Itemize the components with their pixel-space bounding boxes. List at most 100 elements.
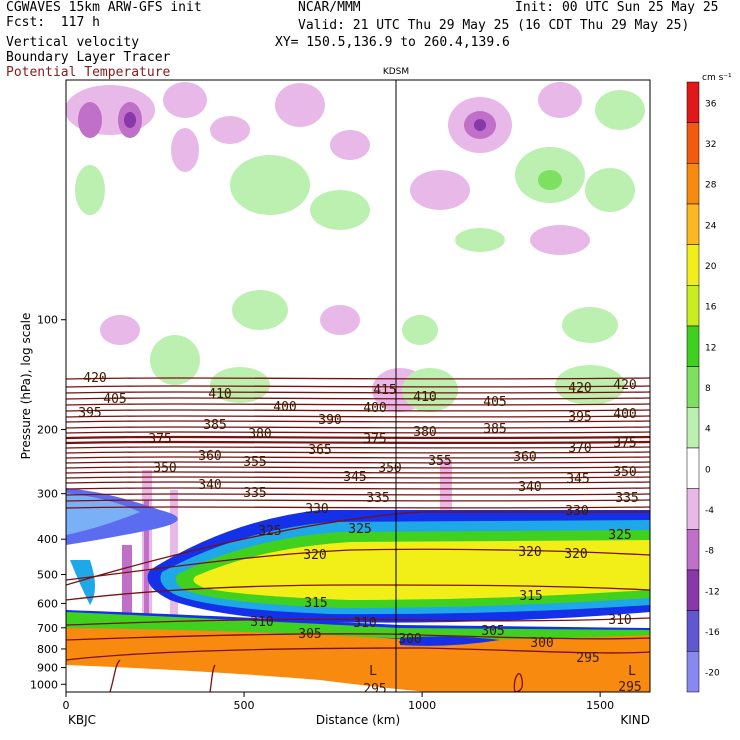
theta-label: 375	[613, 436, 636, 451]
theta-label: 415	[373, 383, 396, 398]
colorbar-swatch	[686, 651, 700, 693]
theta-contour-line	[66, 435, 650, 440]
field-potential-temperature: Potential Temperature	[6, 65, 171, 80]
y-axis-title: Pressure (hPa), log scale	[19, 313, 33, 460]
y-tick-label-900: 900	[37, 662, 58, 675]
colorbar-label: 12	[705, 343, 716, 353]
theta-contour-line	[66, 431, 650, 434]
theta-label: 420	[568, 381, 591, 396]
theta-label: 335	[366, 491, 389, 506]
theta-label: 380	[248, 427, 271, 442]
y-tick-label-200: 200	[37, 423, 58, 436]
theta-label: 385	[483, 422, 506, 437]
org-label: NCAR/MMM	[298, 0, 361, 15]
x-tick-label-1000: 1000	[408, 699, 436, 712]
theta-contour-line	[109, 659, 121, 692]
theta-label: 320	[303, 548, 326, 563]
theta-label: 385	[203, 418, 226, 433]
colorbar-swatch	[686, 407, 700, 449]
x-axis-title: Distance (km)	[316, 713, 400, 727]
theta-label: 375	[148, 432, 171, 447]
colorbar-swatch	[686, 163, 700, 205]
theta-label: 400	[613, 407, 636, 422]
colorbar-label: 0	[705, 465, 711, 475]
theta-label: 370	[568, 441, 591, 456]
theta-label: 300	[530, 636, 553, 651]
field-vertical-velocity: Vertical velocity	[6, 35, 140, 50]
theta-contour-line	[209, 664, 216, 692]
colorbar-label: -8	[705, 547, 714, 557]
y-tick-label-400: 400	[37, 533, 58, 546]
field-boundary-tracer: Boundary Layer Tracer	[6, 50, 171, 65]
colorbar-label: -12	[705, 587, 720, 597]
theta-label: 390	[318, 413, 341, 428]
theta-contour-line	[66, 481, 650, 484]
theta-contour-line	[66, 548, 650, 581]
colorbar-label: 36	[705, 99, 717, 109]
theta-label: 330	[565, 504, 588, 519]
theta-label: 340	[518, 480, 541, 495]
x-tick-label-500: 500	[234, 699, 255, 712]
theta-contour-line	[66, 471, 650, 474]
x-right-label: KIND	[620, 713, 650, 727]
theta-contour-line	[66, 451, 650, 454]
y-tick-label-1000: 1000	[30, 678, 58, 691]
theta-label: 345	[343, 470, 366, 485]
theta-label: 400	[363, 401, 386, 416]
theta-label: 410	[413, 390, 436, 405]
theta-label: 310	[353, 616, 376, 631]
theta-label: 315	[304, 596, 327, 611]
theta-label: 405	[483, 395, 506, 410]
theta-label: 335	[615, 491, 638, 506]
theta-label: 355	[243, 455, 266, 470]
theta-contour-line	[66, 426, 650, 429]
colorbar-unit: cm s⁻¹	[702, 73, 732, 83]
theta-contour-line	[66, 403, 650, 406]
theta-label: 310	[608, 613, 631, 628]
theta-contour-line	[66, 446, 650, 449]
colorbar-swatch	[686, 81, 700, 123]
valid-time: Valid: 21 UTC Thu 29 May 25 (16 CDT Thu …	[298, 18, 690, 33]
y-tick-label-100: 100	[37, 314, 58, 327]
y-tick-label-300: 300	[37, 488, 58, 501]
theta-contour-line	[66, 487, 650, 490]
x-axis: 0 500 1000 1500	[63, 692, 614, 712]
xy-range: XY= 150.5,136.9 to 260.4,139.6	[275, 35, 510, 50]
x-tick-label-0: 0	[63, 699, 70, 712]
theta-contour-line	[66, 397, 650, 400]
theta-label: 340	[198, 478, 221, 493]
theta-label: 300	[398, 632, 421, 647]
colorbar-swatch	[686, 285, 700, 327]
theta-label: 295	[576, 651, 599, 666]
colorbar-swatch	[686, 203, 700, 245]
colorbar-label: 8	[705, 384, 711, 394]
theta-contour-line	[66, 415, 650, 418]
theta-contour-line	[66, 409, 650, 412]
colorbar: 36 32 28 24 20 16 12 8 4 0 -4 -8 -12 -16 -20	[686, 81, 720, 693]
theta-label: 345	[566, 472, 589, 487]
theta-label: 305	[298, 627, 321, 642]
theta-label: 325	[258, 524, 281, 539]
y-axis: 100 200 300 400 500 600 700 800 900 1000	[30, 314, 66, 691]
theta-label: 350	[378, 461, 401, 476]
forecast-hour: Fcst: 117 h	[6, 15, 100, 30]
theta-label: 420	[613, 378, 636, 393]
theta-label: 395	[78, 406, 101, 421]
colorbar-swatch	[686, 244, 700, 286]
y-tick-label-500: 500	[37, 569, 58, 582]
theta-label: 395	[568, 410, 591, 425]
theta-label: 400	[273, 400, 296, 415]
theta-label: 350	[613, 465, 636, 480]
theta-label: 410	[208, 387, 231, 402]
colorbar-label: 20	[705, 262, 717, 272]
theta-contour-line	[66, 461, 650, 464]
theta-contour-line	[66, 493, 650, 496]
theta-contour-line	[66, 617, 650, 626]
theta-contour-line	[66, 466, 650, 469]
theta-label: 365	[308, 443, 331, 458]
theta-label: 295	[618, 680, 641, 695]
colorbar-swatch	[686, 488, 700, 530]
model-title: CGWAVES 15km ARW-GFS init	[6, 0, 202, 15]
